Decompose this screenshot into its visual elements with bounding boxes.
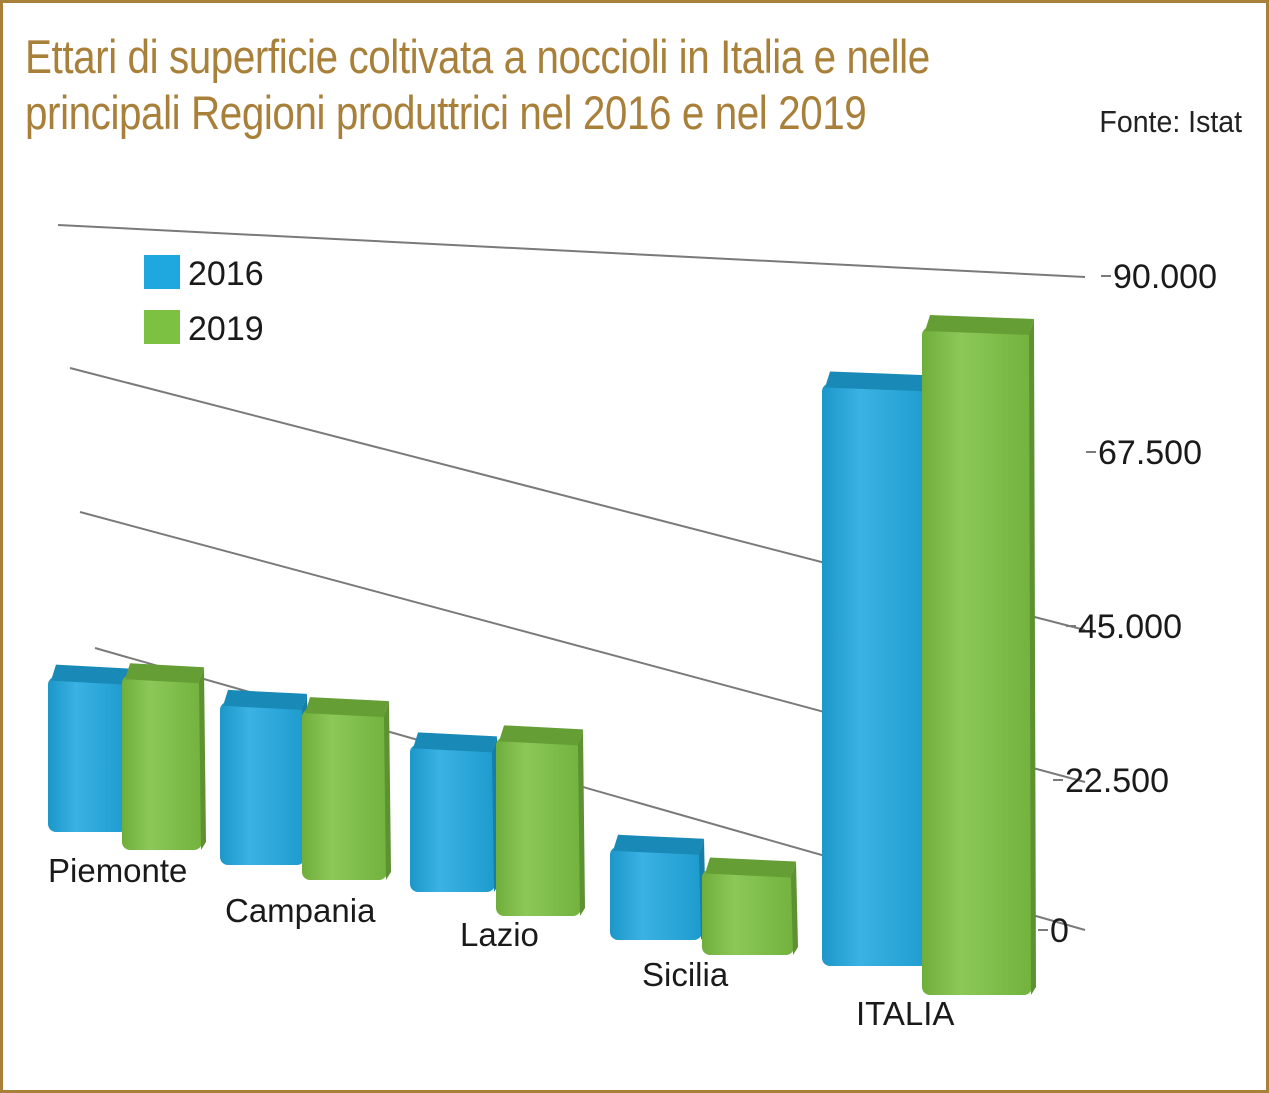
y-tick-label: 45.000 [1078, 608, 1182, 646]
bar-front [922, 327, 1032, 995]
bar-top [613, 834, 704, 855]
legend-swatch-2019 [144, 310, 180, 344]
bar-lazio-2019 [496, 725, 585, 916]
category-label: Lazio [460, 916, 539, 953]
category-label: Campania [225, 892, 376, 929]
chart-title: Ettari di superficie coltivata a nocciol… [25, 30, 930, 139]
bar-top [51, 664, 130, 685]
y-tick-label: 67.500 [1098, 434, 1202, 472]
chart-source: Fonte: Istat [1099, 104, 1242, 139]
bar-side [384, 701, 391, 880]
bar-sicilia-2019 [702, 857, 798, 955]
bar-piemonte-2016 [48, 664, 132, 832]
bar-front [496, 737, 581, 916]
bars [48, 315, 1036, 995]
bar-top [125, 663, 204, 684]
category-label: Sicilia [642, 956, 729, 993]
y-tick-label: 0 [1050, 912, 1069, 950]
bar-sicilia-2016 [610, 834, 706, 940]
bar-front [122, 675, 202, 850]
bar-campania-2019 [302, 697, 391, 880]
legend-label-2016: 2016 [188, 255, 264, 293]
y-tick-label: 22.500 [1065, 762, 1169, 800]
bar-top [223, 689, 307, 710]
bar-italia-2016 [822, 371, 936, 966]
category-labels: Piemonte Campania Lazio Sicilia ITALIA [48, 852, 954, 1032]
bar-top [705, 857, 796, 878]
bar-italia-2019 [922, 315, 1036, 995]
y-axis-ticks: 0 22.500 45.000 67.500 90.000 [1038, 258, 1217, 950]
bar-front [220, 701, 305, 865]
bar-top [825, 371, 934, 392]
bar-top [499, 725, 583, 746]
bar-side [1029, 319, 1036, 995]
bar-front [822, 383, 932, 966]
category-label: ITALIA [856, 995, 954, 1032]
category-label: Piemonte [48, 852, 187, 889]
y-tick-label: 90.000 [1113, 258, 1217, 296]
legend: 2016 2019 [144, 255, 264, 348]
bar-front [610, 846, 702, 940]
bar-top [925, 315, 1034, 335]
bar-lazio-2016 [410, 732, 499, 892]
bar-top [305, 697, 389, 718]
bar-front [48, 676, 128, 832]
bar-side [578, 729, 585, 916]
bar-front [302, 709, 387, 880]
bar-side [791, 861, 798, 955]
bar-piemonte-2019 [122, 663, 206, 850]
legend-swatch-2016 [144, 255, 180, 289]
bar-front [702, 869, 794, 955]
bar-front [410, 744, 495, 892]
legend-label-2019: 2019 [188, 310, 264, 348]
bar-side [199, 667, 206, 850]
bar-top [413, 732, 497, 753]
gridline [57, 224, 1086, 278]
bar-campania-2016 [220, 689, 309, 865]
